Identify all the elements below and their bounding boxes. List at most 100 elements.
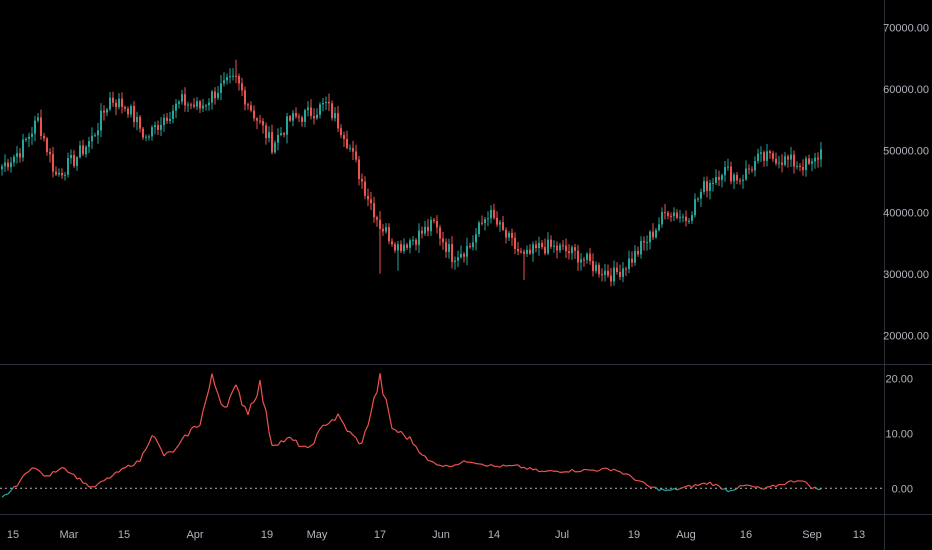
candle-body <box>346 138 348 149</box>
candle-body <box>418 230 420 245</box>
indicator-line-segment <box>421 454 426 457</box>
candle-body <box>175 103 177 111</box>
indicator-line-segment <box>784 481 789 485</box>
candle-body <box>166 117 168 121</box>
indicator-line-segment <box>97 480 102 485</box>
candle-body <box>121 98 123 107</box>
candle-body <box>199 101 201 109</box>
indicator-line-segment <box>418 451 423 456</box>
indicator-line-segment <box>469 461 474 464</box>
candle-body <box>136 116 138 123</box>
indicator-line-segment <box>181 434 186 440</box>
indicator-line-segment <box>424 455 429 461</box>
indicator-line-segment <box>337 413 342 420</box>
indicator-line-segment <box>22 472 27 477</box>
indicator-line-segment <box>412 443 417 447</box>
candle-body <box>331 103 333 119</box>
indicator-line-segment <box>154 437 159 444</box>
candle-body <box>625 268 627 270</box>
indicator-line-segment <box>631 476 636 481</box>
candle-body <box>508 232 510 238</box>
candle-body <box>805 158 807 171</box>
candle-body <box>694 199 696 216</box>
candle-body <box>106 109 108 113</box>
candle-body <box>367 195 369 200</box>
indicator-line-segment <box>763 486 768 490</box>
indicator-line-segment <box>463 460 468 463</box>
candle-body <box>547 239 549 254</box>
candle-body <box>154 125 156 128</box>
x-tick-label: Jun <box>432 529 450 541</box>
candle-body <box>7 162 9 168</box>
candle-body <box>532 244 534 254</box>
indicator-line-segment <box>376 373 381 393</box>
indicator-line-segment <box>760 487 765 490</box>
candle-body <box>358 159 360 179</box>
x-tick-label: 15 <box>7 529 19 541</box>
indicator-line-segment <box>58 466 63 470</box>
indicator-line-segment <box>214 385 219 395</box>
candle-body <box>778 162 780 164</box>
x-tick-label: Sep <box>802 529 822 541</box>
indicator-line-segment <box>256 380 261 397</box>
candle-body <box>538 242 540 249</box>
candle-body <box>781 162 783 165</box>
indicator-line-segment <box>295 439 300 447</box>
candle-body <box>628 258 630 270</box>
candle-body <box>658 224 660 231</box>
indicator-line-segment <box>220 403 225 408</box>
candle-body <box>286 116 288 135</box>
candle-body <box>475 234 477 243</box>
indicator-line-segment <box>355 437 360 445</box>
indicator-line-segment <box>205 388 210 401</box>
candle-body <box>649 231 651 243</box>
candle-body <box>184 94 186 106</box>
indicator-line-segment <box>37 469 42 473</box>
candle-body <box>451 244 453 263</box>
candle-body <box>214 91 216 99</box>
candle-body <box>292 112 294 121</box>
candle-body <box>514 237 516 249</box>
indicator-line-segment <box>451 464 456 468</box>
indicator-line-segment <box>430 460 435 463</box>
candle-body <box>256 118 258 121</box>
indicator-line-segment <box>151 435 156 438</box>
indicator-line-segment <box>85 482 90 488</box>
candle-body <box>757 153 759 161</box>
candle-body <box>523 251 525 254</box>
indicator-line-segment <box>334 413 339 421</box>
candle-body <box>151 127 153 137</box>
candle-body <box>403 244 405 252</box>
candle-body <box>664 212 666 214</box>
candle-body <box>595 264 597 272</box>
indicator-line-segment <box>247 403 252 415</box>
candle-body <box>280 133 282 136</box>
candle-body <box>766 151 768 161</box>
candle-body <box>52 154 54 172</box>
indicator-line-segment <box>193 425 198 428</box>
indicator-line-segment <box>169 451 174 453</box>
candle-body <box>181 94 183 102</box>
indicator-line-segment <box>136 460 141 463</box>
indicator-line-segment <box>196 424 201 428</box>
indicator-line-segment <box>427 459 432 462</box>
candle-body <box>775 158 777 164</box>
indicator-line-segment <box>538 470 543 473</box>
indicator-line-segment <box>685 484 690 487</box>
indicator-line-segment <box>103 477 108 482</box>
candle-body <box>682 216 684 218</box>
candle-body <box>91 135 93 142</box>
candle-body <box>667 212 669 216</box>
indicator-line-segment <box>499 464 504 468</box>
candle-body <box>163 117 165 125</box>
candle-body <box>700 191 702 199</box>
x-tick-label: Aug <box>676 529 696 541</box>
candle-body <box>487 218 489 220</box>
candle-body <box>604 270 606 275</box>
x-tick-label: 16 <box>740 529 752 541</box>
indicator-line-segment <box>772 484 777 488</box>
candle-body <box>49 151 51 155</box>
indicator-line-segment <box>727 489 732 493</box>
candle-body <box>379 219 381 229</box>
